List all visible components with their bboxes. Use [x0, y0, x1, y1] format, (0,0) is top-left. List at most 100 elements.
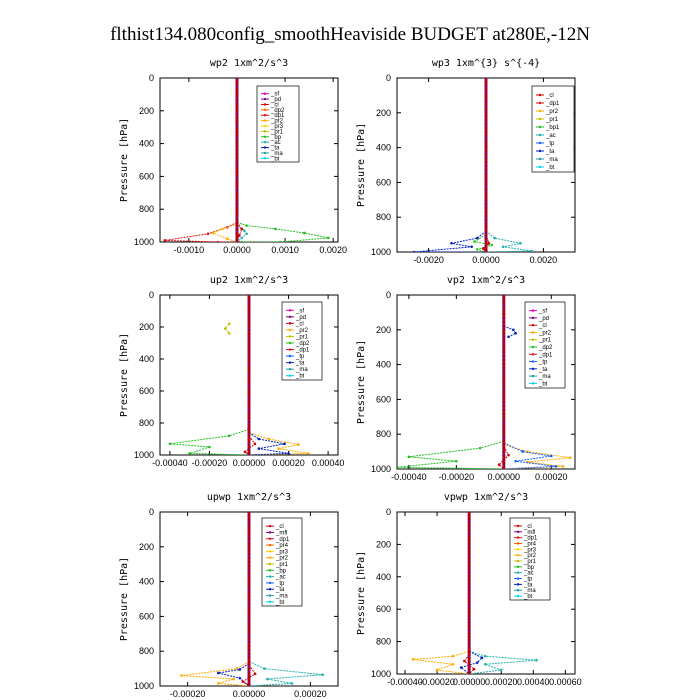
data-point — [467, 524, 471, 528]
legend-entry: _mfl — [523, 530, 535, 536]
data-point — [307, 452, 310, 455]
data-point — [247, 434, 251, 438]
legend-marker — [531, 382, 535, 385]
data-point — [297, 443, 300, 446]
data-point — [511, 328, 515, 332]
y-axis-label: Pressure [hPa] — [119, 333, 130, 417]
legend-marker — [263, 103, 267, 106]
data-point — [247, 409, 251, 413]
plot-area — [168, 295, 310, 455]
data-point — [247, 671, 251, 675]
data-point — [467, 635, 471, 639]
data-point — [278, 240, 282, 242]
legend-marker — [288, 315, 292, 319]
legend-marker — [516, 542, 520, 545]
data-point — [467, 610, 471, 614]
legend-marker — [516, 594, 520, 598]
data-point — [467, 660, 471, 664]
x-tick-label: -0.00040 — [387, 677, 423, 687]
legend-entry: _bt — [270, 156, 280, 162]
legend-entry: _pr2 — [538, 330, 552, 336]
y-tick-label: 800 — [139, 646, 154, 656]
legend-marker — [531, 323, 535, 327]
legend-marker — [263, 97, 267, 101]
legend-entry: _ac — [270, 140, 281, 146]
data-point — [484, 91, 488, 95]
data-point — [484, 107, 488, 111]
data-point — [484, 206, 488, 210]
series-line — [397, 440, 504, 469]
data-point — [467, 546, 471, 550]
data-point — [247, 388, 251, 392]
legend-entry: _ma — [538, 374, 551, 380]
legend-marker — [263, 108, 267, 112]
data-point — [235, 159, 239, 163]
legend-entry: _cl — [545, 93, 554, 99]
y-tick-label: 800 — [376, 429, 391, 439]
x-tick-label: 0.00000 — [233, 458, 266, 468]
data-point — [502, 381, 506, 385]
data-point — [467, 663, 471, 667]
legend-marker — [288, 367, 292, 371]
data-point — [245, 224, 248, 227]
legend-box — [281, 301, 323, 381]
data-point — [247, 356, 251, 360]
data-point — [484, 84, 488, 88]
data-point — [247, 613, 251, 617]
legend-marker — [268, 524, 272, 528]
legend-marker — [516, 559, 520, 563]
data-point — [502, 316, 506, 320]
legend-entry: _cl — [295, 321, 304, 327]
data-point — [235, 83, 239, 87]
legend-entry: _pr4 — [275, 543, 289, 549]
data-point — [247, 590, 251, 594]
x-tick-label: -0.00040 — [391, 472, 427, 482]
data-point — [521, 450, 525, 453]
data-point — [247, 378, 251, 381]
data-point — [235, 116, 239, 120]
data-point — [247, 568, 251, 571]
data-point — [484, 80, 488, 84]
legend-marker — [538, 125, 542, 129]
legend-marker — [263, 151, 267, 155]
plot-frame — [396, 511, 576, 675]
legend-marker — [288, 328, 292, 332]
x-tick-label: 0.00020 — [535, 472, 568, 482]
data-point — [247, 548, 251, 552]
data-point — [411, 658, 415, 661]
legend-marker — [288, 374, 292, 377]
data-point — [227, 322, 231, 326]
data-point — [484, 88, 488, 91]
data-point — [535, 658, 538, 662]
data-point — [450, 242, 453, 245]
legend-entry: _sf — [270, 92, 279, 98]
data-point — [484, 99, 488, 103]
data-point — [247, 392, 251, 395]
data-point — [467, 621, 471, 624]
legend-entry: _dp2 — [295, 341, 310, 347]
data-point — [247, 402, 251, 406]
legend-entry: _dp1 — [523, 536, 538, 542]
data-point — [467, 512, 471, 514]
data-point — [168, 442, 172, 446]
data-point — [502, 389, 506, 393]
legend-marker — [268, 543, 272, 547]
legend-entry: _pd — [538, 316, 549, 322]
legend-marker — [531, 316, 535, 320]
y-tick-label: 200 — [139, 106, 154, 116]
data-point — [493, 236, 496, 240]
data-point — [235, 105, 239, 109]
data-point — [240, 227, 244, 231]
data-point — [502, 419, 506, 423]
data-point — [467, 553, 471, 557]
subplot-title: vpwp 1xm^2/s^3 — [444, 492, 528, 503]
y-tick-label: 200 — [139, 542, 154, 552]
data-point — [455, 459, 458, 463]
data-point — [467, 603, 471, 607]
legend-marker — [538, 117, 542, 121]
data-point — [484, 149, 488, 153]
y-tick-label: 800 — [139, 418, 154, 428]
plot-area — [397, 295, 572, 469]
data-point — [467, 617, 471, 621]
y-tick-label: 0 — [386, 73, 391, 83]
